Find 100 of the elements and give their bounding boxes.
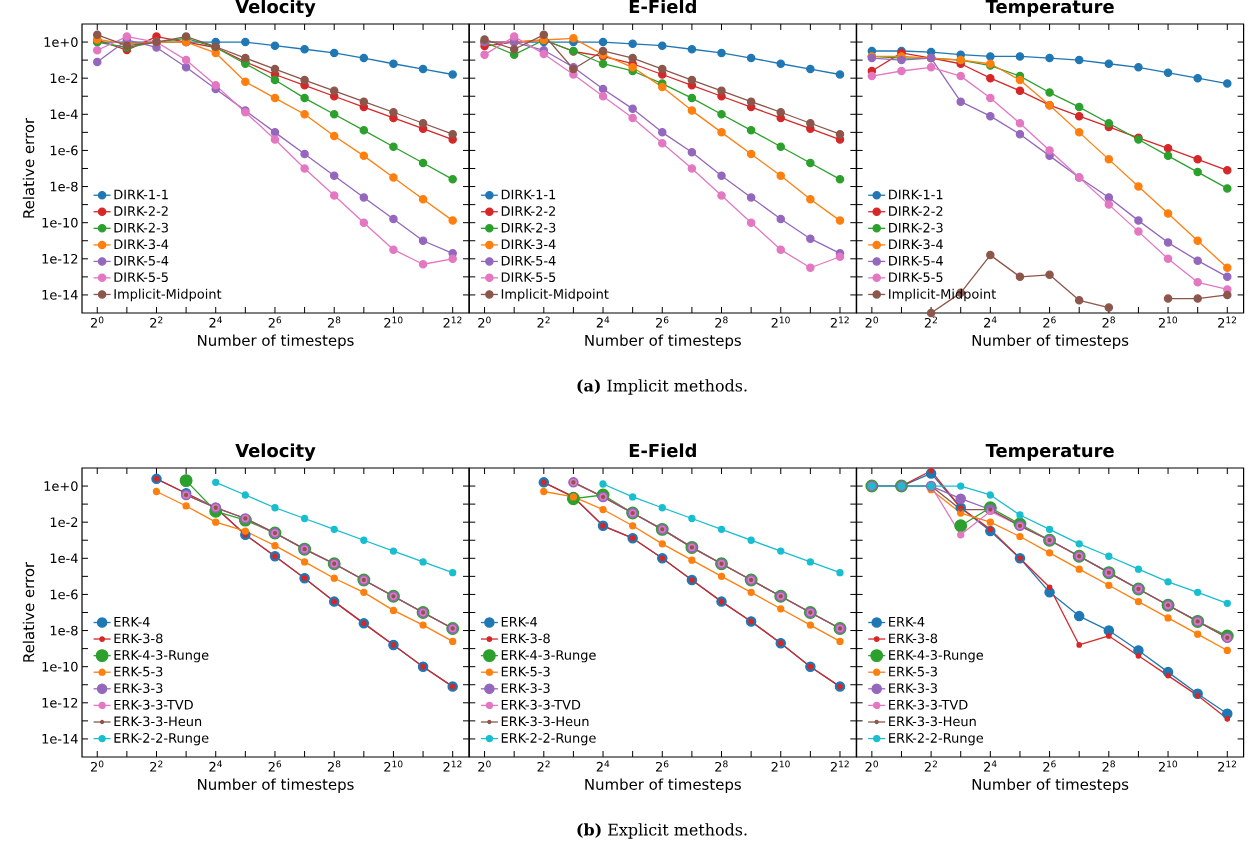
x-tick-label: 2$^{10}$ — [1158, 760, 1178, 772]
legend-label: DIRK-1-1 — [889, 189, 943, 200]
chart-title: E-Field — [629, 443, 696, 458]
legend-label: ERK-3-3-TVD — [114, 699, 193, 710]
legend-label: ERK-5-3 — [114, 666, 163, 677]
y-axis-title: Relative error — [22, 117, 35, 218]
legend-label: DIRK-5-5 — [889, 272, 943, 283]
legend-label: ERK-3-3-TVD — [889, 699, 968, 710]
legend-label: ERK-3-3 — [501, 683, 550, 694]
x-tick-label: 2$^{4}$ — [596, 316, 610, 328]
chart-title: Temperature — [985, 443, 1114, 461]
x-tick-label: 2$^{12}$ — [830, 760, 849, 772]
y-tick-label: 1e-8 — [50, 181, 78, 192]
chart-title: E-Field — [629, 0, 696, 14]
x-tick-label: 2$^{6}$ — [1043, 316, 1056, 328]
legend-label: ERK-2-2-Runge — [501, 733, 596, 746]
legend-label: ERK-3-3-Heun — [501, 716, 589, 727]
x-tick-label: 2$^{6}$ — [1043, 760, 1056, 772]
x-tick-label: 2$^{0}$ — [478, 316, 491, 328]
x-tick-label: 2$^{12}$ — [443, 760, 462, 772]
x-tick-label: 2$^{4}$ — [984, 760, 997, 772]
y-tick-label: 1e-10 — [42, 217, 78, 228]
x-tick-label: 2$^{2}$ — [537, 760, 550, 772]
legend-label: DIRK-3-4 — [501, 239, 556, 250]
legend-label: DIRK-5-5 — [114, 272, 168, 283]
x-tick-label: 2$^{12}$ — [1218, 316, 1237, 328]
x-tick-label: 2$^{10}$ — [771, 760, 790, 772]
legend-label: ERK-2-2-Runge — [114, 733, 209, 746]
x-tick-label: 2$^{0}$ — [478, 760, 491, 772]
chart-title: Velocity — [235, 0, 316, 17]
legend-label: DIRK-5-4 — [501, 255, 556, 266]
x-tick-label: 2$^{4}$ — [596, 760, 610, 772]
x-axis-title: Number of timesteps — [972, 778, 1129, 793]
y-tick-label: 1e+0 — [44, 37, 78, 47]
y-tick-label: 1e-6 — [50, 589, 78, 600]
x-tick-label: 2$^{8}$ — [715, 316, 728, 328]
x-tick-label: 2$^{12}$ — [1218, 760, 1237, 772]
legend-label: DIRK-1-1 — [501, 189, 556, 200]
x-tick-label: 2$^{6}$ — [655, 760, 669, 772]
text: (b) Explicit methods. — [577, 823, 747, 839]
legend-label: DIRK-2-2 — [114, 206, 168, 216]
x-tick-label: 2$^{4}$ — [209, 316, 222, 328]
y-tick-label: 1e-4 — [50, 553, 78, 564]
legend-label: DIRK-2-3 — [889, 222, 943, 233]
x-tick-label: 2$^{4}$ — [984, 316, 997, 328]
y-tick-label: 1e-12 — [42, 697, 78, 708]
x-tick-label: 2$^{12}$ — [443, 316, 462, 328]
x-tick-label: 2$^{0}$ — [90, 760, 104, 772]
x-tick-label: 2$^{8}$ — [1102, 760, 1115, 772]
legend-label: DIRK-5-4 — [889, 255, 943, 266]
legend-label: ERK-4 — [501, 617, 538, 627]
legend-label: ERK-4-3-Runge — [889, 650, 984, 663]
x-tick-label: 2$^{6}$ — [268, 316, 282, 328]
legend-label: Implicit-Midpoint — [501, 288, 609, 302]
legend-label: DIRK-3-4 — [889, 239, 943, 250]
x-tick-label: 2$^{0}$ — [865, 316, 878, 328]
y-tick-label: 1e-6 — [50, 145, 78, 156]
y-tick-label: 1e+0 — [44, 481, 78, 491]
y-axis-title: Relative error — [22, 561, 35, 662]
x-tick-label: 2$^{6}$ — [268, 760, 282, 772]
legend-label: DIRK-5-5 — [501, 272, 556, 283]
y-tick-label: 1e-14 — [42, 734, 78, 744]
y-tick-label: 1e-4 — [50, 109, 78, 120]
legend-label: ERK-3-3-Heun — [889, 716, 976, 727]
y-tick-label: 1e-8 — [50, 625, 78, 636]
legend-label: ERK-3-8 — [501, 633, 550, 644]
x-axis-title: Number of timesteps — [972, 334, 1129, 349]
legend-label: ERK-5-3 — [889, 666, 937, 677]
x-tick-label: 2$^{10}$ — [1158, 316, 1178, 328]
text: (a) Implicit methods. — [577, 379, 747, 395]
x-axis-title: Number of timesteps — [585, 778, 741, 793]
x-axis-title: Number of timesteps — [198, 334, 354, 349]
legend-label: ERK-5-3 — [501, 666, 550, 677]
x-tick-label: 2$^{0}$ — [90, 316, 104, 328]
x-tick-label: 2$^{10}$ — [384, 760, 403, 772]
legend-label: DIRK-2-3 — [114, 222, 168, 233]
legend-label: ERK-3-3-TVD — [501, 699, 581, 710]
chart-title: Velocity — [235, 443, 316, 461]
x-tick-label: 2$^{0}$ — [865, 760, 878, 772]
legend-label: Implicit-Midpoint — [114, 288, 222, 302]
legend-label: DIRK-2-3 — [501, 222, 556, 233]
legend-label: DIRK-2-2 — [501, 206, 556, 216]
legend-label: ERK-2-2-Runge — [889, 733, 984, 746]
x-tick-label: 2$^{2}$ — [924, 316, 937, 328]
x-tick-label: 2$^{10}$ — [771, 316, 790, 328]
x-tick-label: 2$^{2}$ — [150, 760, 163, 772]
x-tick-label: 2$^{4}$ — [209, 760, 222, 772]
y-tick-label: 1e-12 — [42, 253, 78, 264]
legend-label: ERK-3-3-Heun — [114, 716, 202, 727]
x-tick-label: 2$^{8}$ — [327, 316, 341, 328]
x-tick-label: 2$^{12}$ — [830, 316, 849, 328]
x-tick-label: 2$^{8}$ — [327, 760, 341, 772]
legend-label: ERK-3-8 — [889, 633, 938, 644]
legend-label: ERK-3-3 — [114, 683, 163, 694]
legend-label: ERK-4 — [114, 617, 150, 627]
legend-label: ERK-4 — [889, 617, 925, 627]
x-axis-title: Number of timesteps — [198, 778, 354, 793]
legend-label: ERK-4-3-Runge — [501, 650, 596, 663]
x-tick-label: 2$^{2}$ — [537, 316, 550, 328]
x-tick-label: 2$^{10}$ — [384, 316, 403, 328]
